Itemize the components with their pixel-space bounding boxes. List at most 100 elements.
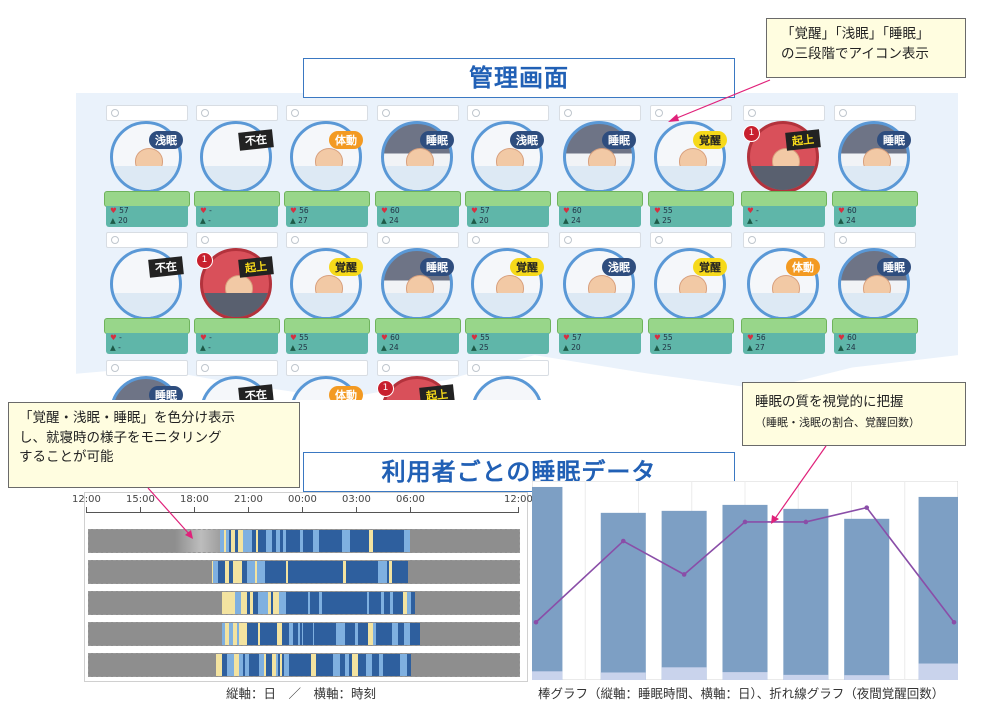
heart-rate: ♥ 55	[650, 333, 732, 343]
sleep-state-segment	[254, 592, 260, 614]
resident-card[interactable]: 不在 ♥ - ▲ -	[194, 105, 280, 227]
status-badge: 浅眠	[510, 131, 544, 149]
heart-rate-value: 57	[572, 333, 582, 342]
sleep-state-segment	[352, 561, 359, 583]
sleep-state-segment	[402, 561, 406, 583]
sleep-state-segment	[363, 623, 367, 645]
respiration-rate: ▲ 24	[834, 216, 916, 226]
sleep-state-segment	[331, 530, 336, 552]
sleep-state-segment	[225, 561, 229, 583]
resident-name-tag	[650, 105, 732, 121]
sleep-state-segment	[392, 561, 400, 583]
sleep-state-segment	[224, 623, 230, 645]
resident-card[interactable]: 浅眠 ♥ 57 ▲ 20	[465, 105, 551, 227]
resident-name-tag	[743, 232, 825, 248]
resident-card[interactable]: 睡眠 ♥ 60 ▲ 24	[375, 232, 461, 354]
sleep-state-segment	[242, 561, 247, 583]
sleep-state-segment	[212, 561, 219, 583]
sleep-state-segment	[340, 654, 347, 676]
heart-rate: ♥ 56	[743, 333, 825, 343]
resident-card[interactable]: 起上 1 ♥ - ▲ -	[194, 232, 280, 354]
resident-card[interactable]: 起上 1	[375, 360, 461, 400]
status-badge: 体動	[329, 131, 363, 149]
resident-card[interactable]: 体動	[284, 360, 370, 400]
resident-card[interactable]	[465, 360, 551, 400]
sleep-state-segment	[289, 561, 293, 583]
sleep-state-segment	[371, 592, 378, 614]
respiration-icon: ▲	[563, 216, 572, 225]
respiration-rate: ▲ 20	[106, 216, 188, 226]
sleep-state-segment	[314, 530, 320, 552]
resident-card[interactable]: 体動 ♥ 56 ▲ 27	[284, 105, 370, 227]
respiration-rate: ▲ 20	[467, 216, 549, 226]
alert-count-badge: 1	[196, 252, 213, 269]
resident-card[interactable]: 不在	[194, 360, 280, 400]
resident-name-tag	[196, 105, 278, 121]
vitals-panel: ♥ 56 ▲ 27	[743, 333, 825, 354]
resident-card[interactable]: 覚醒 ♥ 55 ▲ 25	[465, 232, 551, 354]
sleep-state-segment	[388, 623, 394, 645]
resident-card[interactable]: 覚醒 ♥ 55 ▲ 25	[284, 232, 370, 354]
resident-card[interactable]: 睡眠 ♥ 60 ▲ 24	[557, 105, 643, 227]
sleep-bar	[844, 518, 890, 680]
sleep-state-segment	[315, 592, 320, 614]
resident-card[interactable]: 睡眠	[104, 360, 190, 400]
sleep-state-segment	[328, 561, 336, 583]
sleep-state-segment	[400, 654, 408, 676]
resident-status-icon	[838, 248, 910, 320]
sleep-state-segment	[376, 530, 380, 552]
resident-card[interactable]: 覚醒 ♥ 55 ▲ 25	[648, 232, 734, 354]
sleep-state-segment	[406, 592, 412, 614]
sleep-state-segment	[387, 623, 390, 645]
sleep-state-segment	[371, 654, 376, 676]
sleep-state-segment	[254, 654, 260, 676]
sleep-state-segment	[286, 623, 290, 645]
sleep-state-segment	[299, 623, 303, 645]
resident-status-icon	[747, 248, 819, 320]
sleep-state-segment	[391, 530, 395, 552]
timeline-day-row	[88, 653, 520, 677]
heart-rate-value: -	[756, 206, 759, 215]
timeline-tick-mark	[194, 507, 195, 513]
status-badge: 浅眠	[602, 258, 636, 276]
sleep-state-segment	[386, 561, 391, 583]
resident-card[interactable]: 睡眠 ♥ 60 ▲ 24	[832, 105, 918, 227]
awakening-point	[803, 519, 809, 525]
sleep-state-segment	[351, 592, 354, 614]
resident-card[interactable]: 起上 1 ♥ - ▲ -	[741, 105, 827, 227]
respiration-value: -	[755, 216, 758, 225]
sleep-state-segment	[372, 561, 375, 583]
heart-rate: ♥ 55	[650, 206, 732, 216]
resident-card[interactable]: 睡眠 ♥ 60 ▲ 24	[832, 232, 918, 354]
vitals-panel: ♥ 60 ▲ 24	[834, 206, 916, 227]
sleep-state-segment	[311, 592, 317, 614]
resident-card[interactable]: 不在 ♥ - ▲ -	[104, 232, 190, 354]
resident-card[interactable]: 覚醒 ♥ 55 ▲ 25	[648, 105, 734, 227]
timeline-panel	[84, 492, 528, 682]
sleep-state-segment	[228, 561, 234, 583]
sleep-state-segment	[277, 623, 283, 645]
resident-card[interactable]: 体動 ♥ 56 ▲ 27	[741, 232, 827, 354]
resident-card[interactable]: 浅眠 ♥ 57 ▲ 20	[104, 105, 190, 227]
sleep-state-segment	[318, 654, 324, 676]
sleep-state-segment	[377, 561, 384, 583]
sleep-state-segment	[307, 530, 314, 552]
heart-rate: ♥ -	[196, 206, 278, 216]
sleep-state-segment	[255, 530, 259, 552]
sleep-state-segment	[234, 654, 237, 676]
resident-card[interactable]: 浅眠 ♥ 57 ▲ 20	[557, 232, 643, 354]
heart-icon: ♥	[381, 206, 391, 215]
sleep-state-segment	[220, 530, 225, 552]
sleep-state-segment	[311, 654, 318, 676]
resident-card[interactable]: 睡眠 ♥ 60 ▲ 24	[375, 105, 461, 227]
sleep-state-segment	[397, 592, 404, 614]
status-badge: 覚醒	[510, 258, 544, 276]
sleep-state-segment	[346, 561, 354, 583]
heart-rate-value: 55	[663, 333, 673, 342]
respiration-icon: ▲	[381, 343, 390, 352]
sleep-state-segment	[229, 530, 232, 552]
heart-rate-value: 55	[663, 206, 673, 215]
respiration-value: 25	[662, 216, 672, 225]
heart-rate: ♥ 60	[377, 333, 459, 343]
